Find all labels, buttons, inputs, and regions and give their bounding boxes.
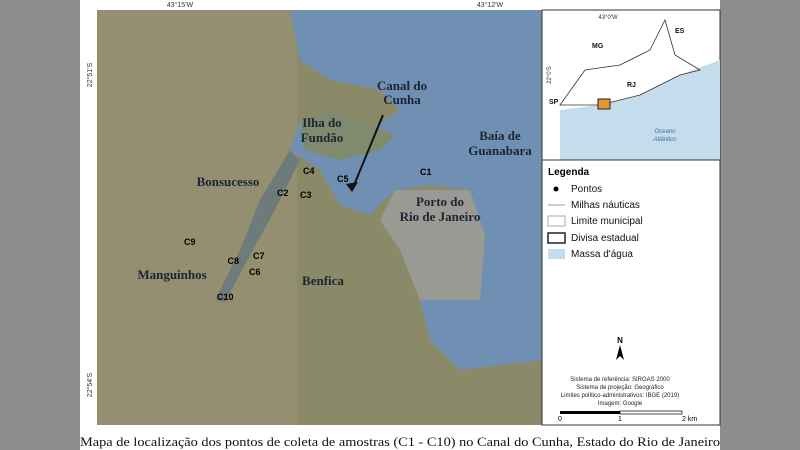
- inset-label: SP: [549, 99, 559, 106]
- north-arrow: [616, 345, 624, 360]
- coordinate-label: 43°15'W: [167, 1, 194, 9]
- north-label: N: [617, 336, 623, 345]
- point-label: C3: [300, 190, 312, 200]
- scale-label: 1: [618, 416, 622, 423]
- ocean: [560, 60, 720, 160]
- legend-symbol: [547, 232, 566, 244]
- point-label: C2: [277, 188, 289, 198]
- scale-bar: [619, 410, 683, 415]
- note: Imagem: Google: [598, 401, 643, 407]
- bay-water: [290, 10, 542, 370]
- legend-item: Limite municipal: [571, 216, 643, 227]
- inset-label: ES: [675, 28, 685, 35]
- study-area: [597, 98, 611, 110]
- legend-panel: Legenda Pontos Milhas náuticas Limite munic…: [541, 159, 721, 426]
- coordinate-label: 22°54'S: [86, 372, 94, 397]
- legend-item: Milhas náuticas: [571, 200, 640, 211]
- point-label: C5: [337, 174, 349, 184]
- water: [300, 30, 360, 80]
- place-label: Porto do: [416, 194, 464, 209]
- legend-symbol: [548, 249, 565, 259]
- place-label: Bonsucesso: [197, 174, 260, 189]
- port: [380, 190, 485, 300]
- note: Sistema de referência: SIRGAS 2000: [570, 377, 670, 383]
- legend-symbol: [553, 186, 559, 192]
- place-label: Canal do: [377, 78, 427, 93]
- inset-label: Atlântico: [652, 137, 677, 143]
- coordinate-label: 22°0'S: [547, 66, 553, 84]
- note: Sistema de projeção: Geográfico: [576, 385, 664, 391]
- point-label: C6: [249, 267, 261, 277]
- point-label: C9: [184, 237, 196, 247]
- point-label: C1: [420, 167, 432, 177]
- place-label: Guanabara: [468, 143, 532, 158]
- coordinate-label: 22°51'S: [86, 62, 94, 87]
- coordinate-label: 43°0'W: [598, 15, 618, 21]
- legend-title: Legenda: [548, 167, 590, 178]
- place-label: Rio de Janeiro: [400, 209, 481, 224]
- point-label: C10: [217, 292, 234, 302]
- place-label: Ilha do: [302, 115, 341, 130]
- place-label: Fundão: [301, 130, 344, 145]
- place-label: Baía de: [479, 128, 521, 143]
- point-label: C4: [303, 166, 315, 176]
- scale-label: 0: [558, 416, 562, 423]
- legend-symbol: [547, 215, 566, 227]
- inset-map: 43°0'W 22°0'S MG ES RJ SP Oceano Atlântico: [541, 9, 721, 161]
- legend-frame: [541, 159, 721, 426]
- legend-item: Pontos: [571, 184, 602, 195]
- place-label: Manguinhos: [137, 267, 206, 282]
- inset-label: Oceano: [654, 129, 676, 135]
- legend-item: Massa d'água: [571, 249, 633, 260]
- state-border: [559, 18, 702, 106]
- point-label: C7: [253, 251, 265, 261]
- scale-label: 2 km: [682, 416, 697, 423]
- arrow-head: [346, 182, 358, 192]
- caption: Mapa de localização dos pontos de coleta…: [80, 434, 720, 449]
- scale-bar: [560, 411, 620, 414]
- place-label: Cunha: [383, 92, 421, 107]
- legend-item: Divisa estadual: [571, 233, 639, 244]
- place-label: Benfica: [302, 273, 344, 288]
- inset-label: RJ: [627, 82, 636, 89]
- coordinate-label: 43°12'W: [477, 1, 504, 9]
- note: Limites político-administrativos: IBGE (…: [561, 393, 679, 399]
- arrow: [351, 114, 384, 191]
- point-label: C8: [227, 256, 239, 266]
- island: [300, 110, 395, 160]
- channel: [215, 150, 300, 302]
- inset-label: MG: [592, 43, 604, 50]
